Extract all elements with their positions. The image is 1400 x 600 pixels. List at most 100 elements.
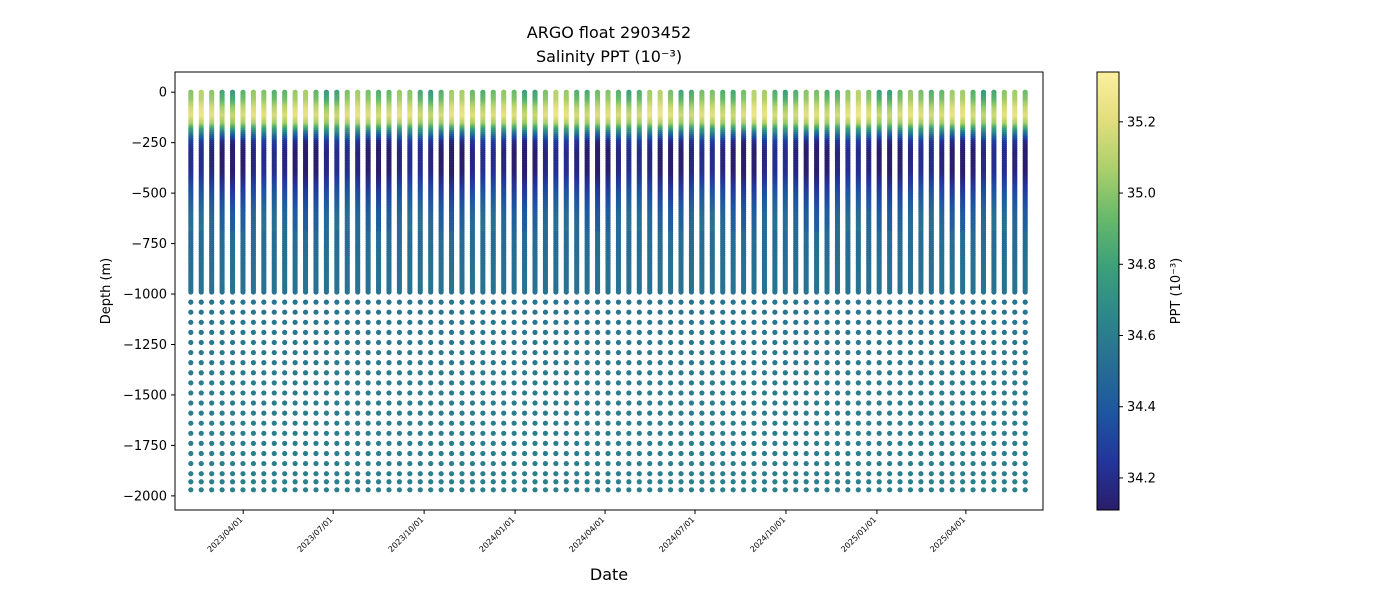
salinity-point bbox=[198, 380, 204, 386]
salinity-point bbox=[313, 440, 319, 446]
salinity-point bbox=[282, 400, 288, 406]
salinity-point bbox=[344, 370, 350, 376]
salinity-point bbox=[386, 380, 392, 386]
salinity-point bbox=[417, 471, 423, 477]
salinity-point bbox=[594, 329, 601, 335]
salinity-point bbox=[292, 309, 298, 315]
salinity-point bbox=[282, 299, 288, 305]
salinity-point bbox=[584, 400, 590, 406]
salinity-point bbox=[344, 309, 350, 315]
salinity-point bbox=[469, 380, 476, 386]
salinity-point bbox=[396, 339, 403, 346]
salinity-point bbox=[355, 390, 361, 396]
salinity-point bbox=[521, 360, 528, 366]
salinity-point bbox=[250, 471, 256, 477]
salinity-point bbox=[563, 479, 569, 485]
salinity-point bbox=[386, 349, 392, 356]
salinity-point bbox=[313, 289, 319, 295]
salinity-point bbox=[532, 487, 538, 493]
salinity-point bbox=[282, 380, 288, 386]
salinity-point bbox=[261, 471, 267, 477]
salinity-point bbox=[240, 410, 246, 416]
salinity-point bbox=[313, 420, 319, 426]
salinity-point bbox=[240, 299, 246, 305]
salinity-point bbox=[250, 319, 256, 325]
salinity-point bbox=[438, 329, 444, 335]
salinity-point bbox=[188, 360, 194, 366]
salinity-point bbox=[250, 299, 256, 305]
salinity-point bbox=[553, 299, 559, 305]
salinity-point bbox=[417, 339, 423, 346]
salinity-point bbox=[209, 479, 215, 485]
salinity-point bbox=[250, 479, 256, 485]
salinity-point bbox=[480, 430, 486, 436]
salinity-point bbox=[344, 390, 350, 396]
salinity-point bbox=[574, 400, 580, 406]
salinity-point bbox=[553, 349, 559, 356]
salinity-point bbox=[553, 460, 559, 467]
salinity-point bbox=[386, 370, 392, 376]
salinity-point bbox=[344, 329, 350, 335]
salinity-point bbox=[198, 390, 204, 396]
salinity-point bbox=[563, 329, 569, 335]
salinity-point bbox=[396, 410, 403, 416]
salinity-point bbox=[459, 430, 465, 436]
salinity-point bbox=[563, 410, 569, 416]
salinity-point bbox=[438, 410, 444, 416]
salinity-point bbox=[365, 450, 371, 457]
salinity-point bbox=[407, 370, 413, 376]
salinity-point bbox=[407, 400, 413, 406]
salinity-point bbox=[302, 450, 309, 457]
salinity-point bbox=[344, 360, 350, 366]
salinity-point bbox=[480, 380, 486, 386]
salinity-point bbox=[501, 319, 507, 325]
salinity-point bbox=[584, 479, 590, 485]
salinity-point bbox=[209, 380, 215, 386]
salinity-point bbox=[542, 380, 549, 386]
salinity-point bbox=[584, 339, 590, 346]
salinity-point bbox=[521, 471, 528, 477]
salinity-point bbox=[605, 299, 611, 305]
salinity-point bbox=[594, 299, 601, 305]
salinity-point bbox=[594, 430, 601, 436]
salinity-point bbox=[594, 390, 601, 396]
salinity-point bbox=[542, 471, 549, 477]
salinity-point bbox=[605, 319, 611, 325]
salinity-point bbox=[386, 420, 392, 426]
salinity-point bbox=[584, 289, 590, 295]
salinity-point bbox=[553, 400, 559, 406]
salinity-point bbox=[250, 430, 256, 436]
salinity-point bbox=[532, 460, 538, 467]
salinity-point bbox=[584, 329, 590, 335]
salinity-point bbox=[209, 430, 215, 436]
salinity-point bbox=[532, 390, 538, 396]
salinity-point bbox=[428, 370, 434, 376]
salinity-point bbox=[292, 319, 298, 325]
salinity-point bbox=[229, 410, 236, 416]
salinity-point bbox=[229, 487, 236, 493]
salinity-point bbox=[198, 370, 204, 376]
salinity-point bbox=[574, 319, 580, 325]
salinity-point bbox=[355, 440, 361, 446]
salinity-point bbox=[448, 390, 455, 396]
salinity-point bbox=[396, 479, 403, 485]
salinity-point bbox=[302, 319, 309, 325]
salinity-point bbox=[219, 289, 225, 295]
salinity-point bbox=[188, 329, 194, 335]
salinity-point bbox=[407, 360, 413, 366]
salinity-point bbox=[219, 370, 225, 376]
salinity-point bbox=[375, 360, 382, 366]
salinity-point bbox=[511, 370, 517, 376]
salinity-point bbox=[229, 370, 236, 376]
salinity-point bbox=[584, 349, 590, 356]
salinity-point bbox=[344, 440, 350, 446]
salinity-point bbox=[344, 349, 350, 356]
salinity-point bbox=[417, 487, 423, 493]
salinity-point bbox=[563, 460, 569, 467]
salinity-point bbox=[448, 440, 455, 446]
scatter-points bbox=[188, 89, 1028, 493]
salinity-point bbox=[250, 309, 256, 315]
salinity-point bbox=[407, 471, 413, 477]
salinity-point bbox=[198, 430, 204, 436]
salinity-point bbox=[407, 289, 413, 295]
